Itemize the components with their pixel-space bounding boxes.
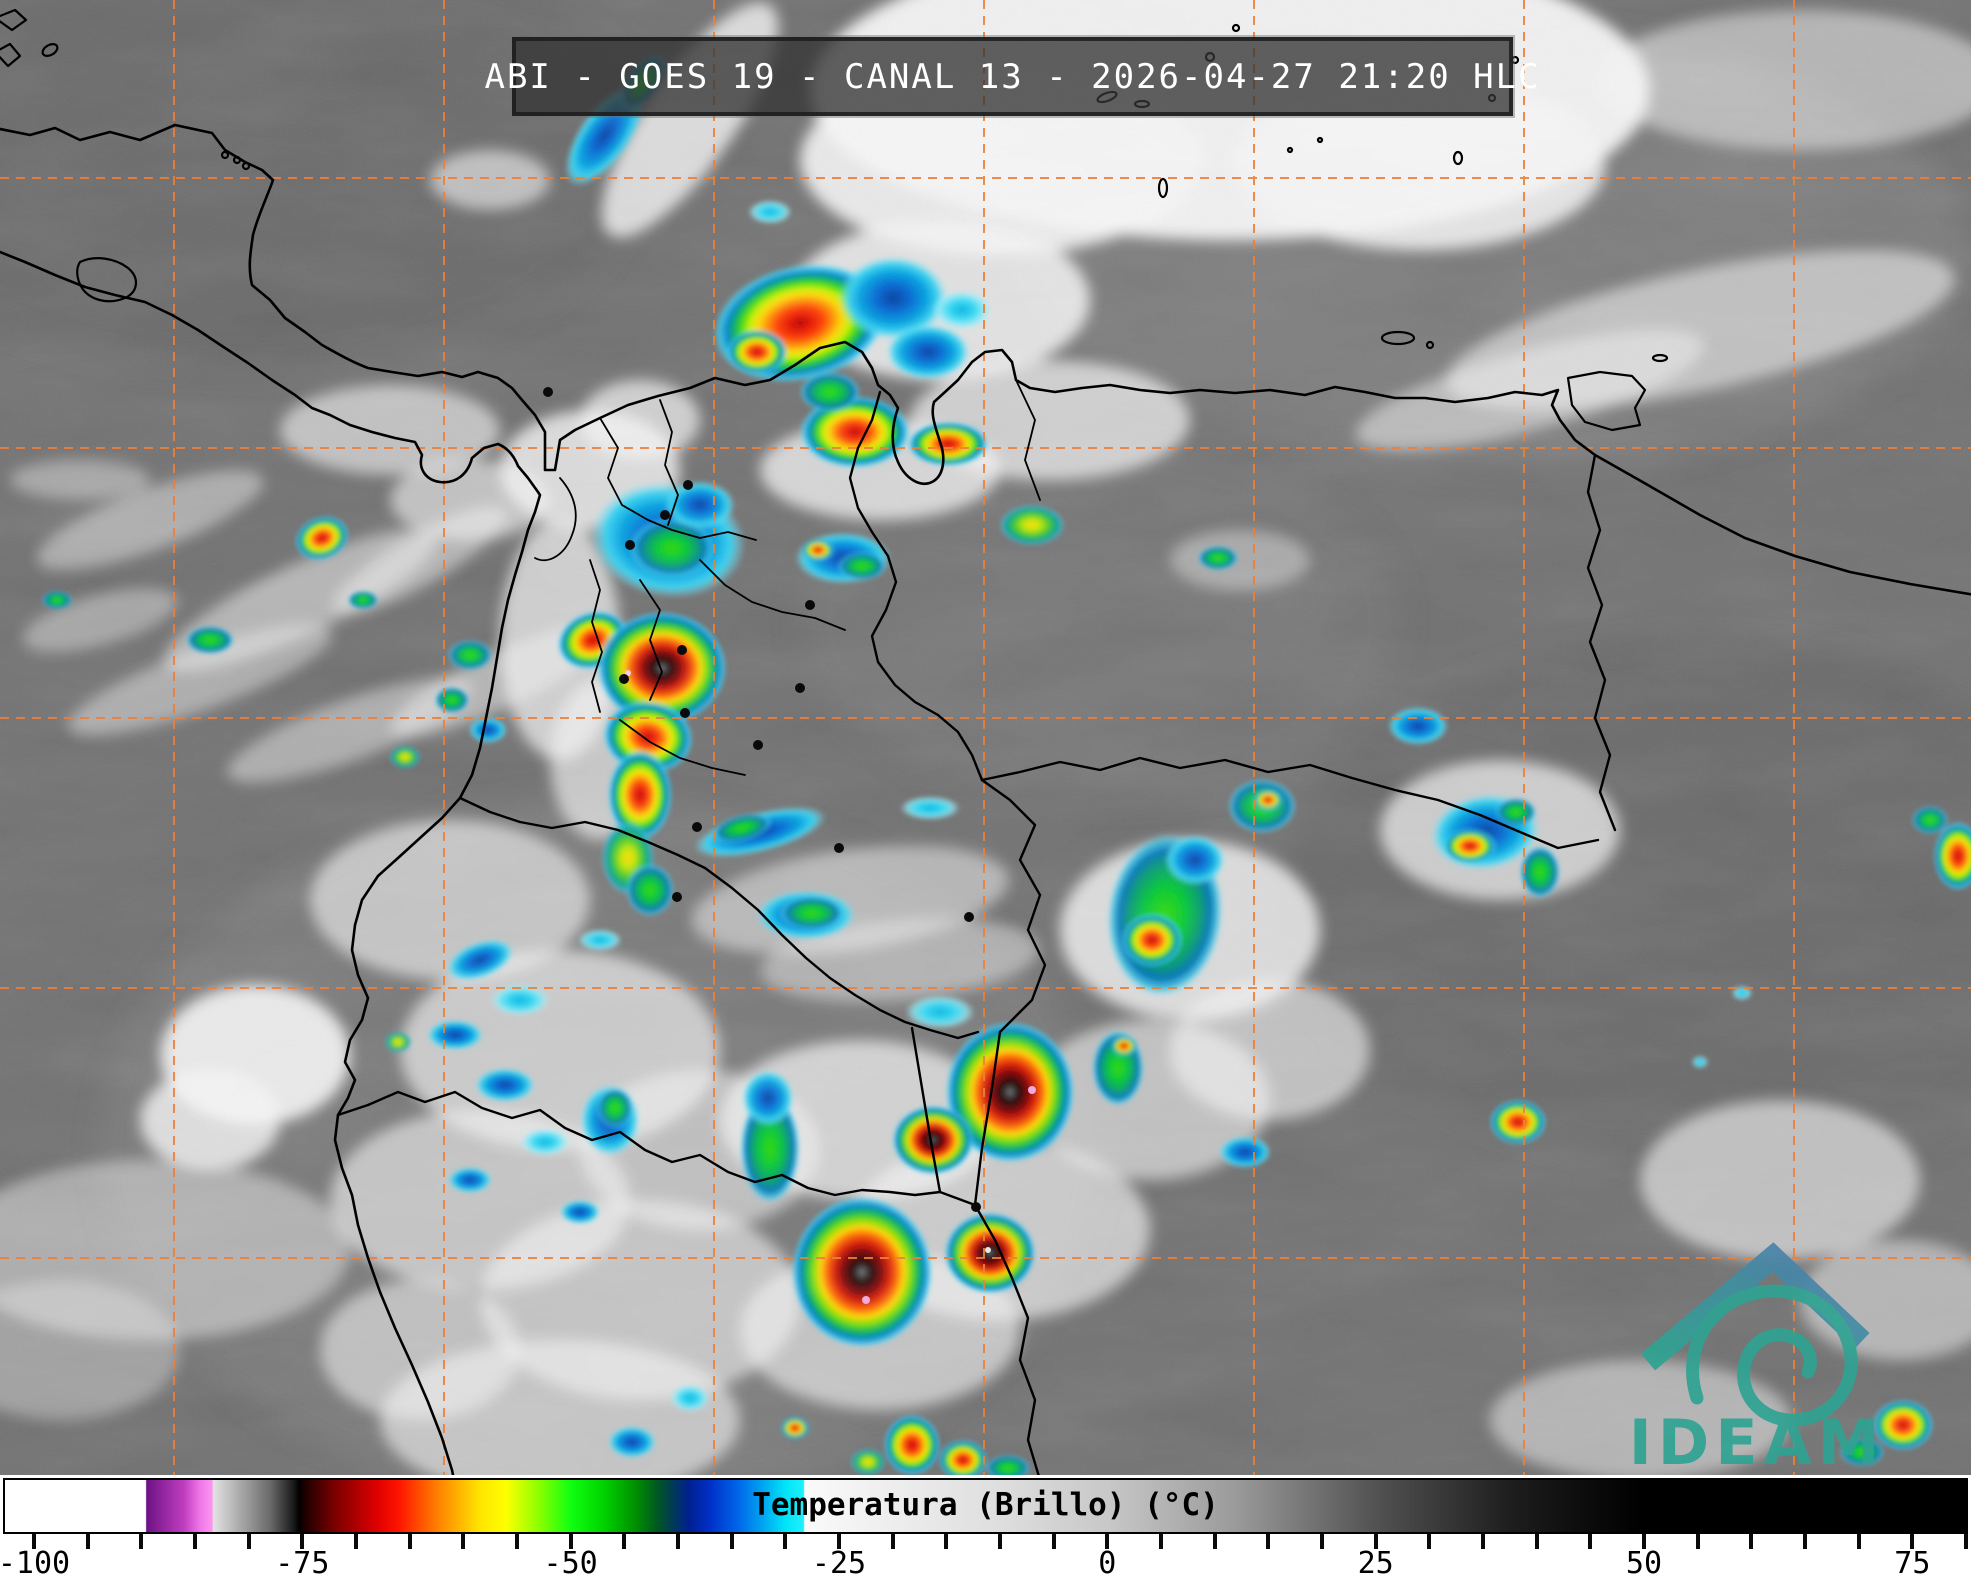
colorbar-tick-label: 25: [1357, 1546, 1394, 1577]
ideam-logo-text: IDEAM: [1629, 1406, 1886, 1479]
colorbar-tick: [1641, 1534, 1646, 1549]
colorbar-tick-label: -25: [811, 1546, 867, 1577]
colorbar-tick: [1910, 1534, 1915, 1549]
colorbar-tick: [1964, 1534, 1968, 1549]
colorbar-tick: [31, 1534, 36, 1549]
city-dot: [971, 1202, 981, 1212]
border-venezuela-brazil: [980, 756, 1600, 850]
city-dot: [619, 674, 629, 684]
colorbar-tick-label: 0: [1098, 1546, 1117, 1577]
colorbar-ticks: [5, 1534, 1968, 1550]
colorbar-tick: [1588, 1534, 1593, 1549]
border-amazon-trapezoid: [910, 1026, 1002, 1207]
city-dot: [680, 708, 690, 718]
city-dot: [660, 510, 670, 520]
colorbar-tick: [1427, 1534, 1432, 1549]
colorbar-tick: [1266, 1534, 1271, 1549]
colorbar-tick: [514, 1534, 519, 1549]
colorbar-tick: [890, 1534, 895, 1549]
border-ecuador-peru: [336, 1090, 942, 1197]
title-text: ABI - GOES 19 - CANAL 13 - 2026-04-27 21…: [484, 56, 1541, 97]
lake-nicaragua: [76, 257, 137, 303]
city-dot: [672, 892, 682, 902]
colorbar-tick: [1373, 1534, 1378, 1549]
colorbar-tick: [353, 1534, 358, 1549]
colorbar-gradient: [3, 1478, 1968, 1534]
ideam-logo-spiral: [1686, 1284, 1858, 1427]
coastline-central-america-caribbean: [0, 123, 1971, 596]
colorbar-tick: [192, 1534, 197, 1549]
coastline-pacific: [0, 250, 542, 1502]
colorbar-tick: [675, 1534, 680, 1549]
colorbar-tick: [1695, 1534, 1700, 1549]
colorbar-tick-labels: -100 -75 -50 -25 0 25 50 75: [0, 1546, 1966, 1577]
city-markers: [543, 387, 981, 1212]
colorbar-tick: [1480, 1534, 1485, 1549]
city-dot: [964, 912, 974, 922]
colorbar-tick: [1051, 1534, 1056, 1549]
colorbar-tick: [1749, 1534, 1754, 1549]
coastline-border-layer: [0, 8, 1971, 1502]
border-venezuela-guyana: [1586, 453, 1617, 832]
colorbar-tick: [622, 1534, 627, 1549]
border-peru-brazil: [973, 1203, 1042, 1482]
colorbar-tick: [246, 1534, 251, 1549]
colorbar-tick: [729, 1534, 734, 1549]
colorbar-tick: [139, 1534, 144, 1549]
colorbar-tick: [997, 1534, 1002, 1549]
border-colombia-venezuela: [848, 390, 984, 782]
colorbar-tick-label: -100: [0, 1546, 71, 1577]
department-borders: [534, 379, 1041, 776]
colorbar-tick: [461, 1534, 466, 1549]
city-dot: [683, 480, 693, 490]
colorbar-tick-label: 75: [1894, 1546, 1931, 1577]
colorbar-tick-label: -50: [543, 1546, 598, 1577]
colorbar-tick: [407, 1534, 412, 1549]
colorbar-tick: [944, 1534, 949, 1549]
colorbar-tick: [568, 1534, 573, 1549]
colorbar-tick: [1534, 1534, 1539, 1549]
colorbar-tick-label: 50: [1625, 1546, 1663, 1577]
city-dot: [795, 683, 805, 693]
colorbar-tick: [836, 1534, 841, 1549]
colorbar-tick: [783, 1534, 788, 1549]
colorbar-label: Temperatura (Brillo) (°C): [752, 1487, 1219, 1523]
colorbar-tick: [1802, 1534, 1807, 1549]
border-colombia-brazil: [980, 778, 1047, 1034]
city-dot: [692, 822, 702, 832]
colorbar-tick: [1212, 1534, 1217, 1549]
colorbar-tick: [1158, 1534, 1163, 1549]
city-dot: [834, 843, 844, 853]
city-dot: [625, 540, 635, 550]
colorbar-tick: [300, 1534, 305, 1549]
colorbar-tick: [1856, 1534, 1861, 1549]
title-banner: ABI - GOES 19 - CANAL 13 - 2026-04-27 21…: [484, 37, 1539, 116]
colorbar-tick: [1105, 1534, 1110, 1549]
city-dot: [805, 600, 815, 610]
border-colombia-ecuador-peru: [458, 796, 980, 1040]
colorbar-tick: [85, 1534, 90, 1549]
ideam-logo: IDEAM: [1629, 1242, 1886, 1479]
colorbar-tick-label: -75: [275, 1546, 330, 1577]
colorbar-tick: [1319, 1534, 1324, 1549]
city-dot: [543, 387, 553, 397]
city-dot: [677, 645, 687, 655]
city-dot: [753, 740, 763, 750]
